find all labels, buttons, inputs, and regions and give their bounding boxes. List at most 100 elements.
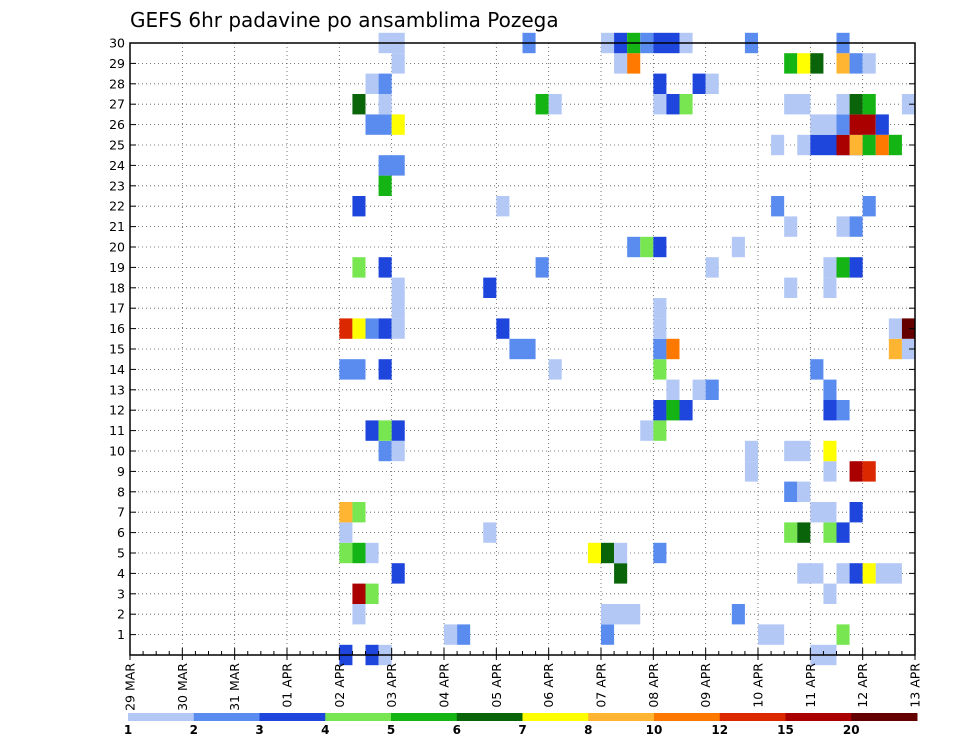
- legend-swatch: [325, 713, 392, 721]
- precip-cell: [797, 134, 811, 156]
- precip-cell: [784, 277, 798, 298]
- precip-cell: [771, 196, 785, 217]
- x-tick-label: 07 APR: [594, 663, 609, 708]
- precip-cell: [352, 583, 366, 604]
- y-tick-label: 14: [109, 362, 125, 377]
- precip-cell: [862, 461, 876, 482]
- precip-cell: [391, 277, 405, 298]
- x-axis: 29 MAR 30 MAR 31 MAR 01 APR 02 APR 03 APR 04 A…: [123, 648, 923, 711]
- precip-cell: [875, 563, 902, 584]
- color-legend: 1 2 3 4 5 6 7 8 10 12 15 20: [124, 713, 918, 737]
- precip-cell: [810, 359, 824, 380]
- precip-cell: [836, 216, 850, 237]
- y-tick-label: 28: [109, 76, 125, 91]
- x-tick-label: 03 APR: [384, 663, 399, 708]
- precip-cell: [614, 53, 628, 74]
- precip-cell: [352, 196, 366, 217]
- precip-cell: [692, 73, 706, 94]
- precip-cell: [731, 604, 745, 625]
- precip-cell: [653, 338, 667, 360]
- precip-cell: [797, 522, 811, 543]
- precip-cell: [653, 236, 667, 258]
- precip-cell: [862, 134, 876, 156]
- legend-label: 7: [518, 723, 526, 737]
- precip-cell: [352, 257, 366, 278]
- y-tick-label: 22: [109, 199, 125, 214]
- precip-cell: [365, 73, 379, 94]
- x-tick-label: 13 APR: [908, 663, 923, 708]
- precip-cell: [352, 604, 366, 625]
- legend-swatch: [851, 713, 918, 721]
- precip-cell: [836, 522, 850, 543]
- precip-cell: [339, 542, 353, 564]
- x-tick-label: 31 MAR: [227, 663, 242, 711]
- precip-cell: [849, 461, 863, 482]
- precip-cell: [391, 114, 405, 135]
- y-tick-label: 10: [109, 444, 125, 459]
- precip-cell: [653, 94, 667, 115]
- y-tick-label: 18: [109, 280, 125, 295]
- y-tick-label: 20: [109, 240, 125, 255]
- precip-cell: [627, 53, 641, 74]
- precip-cell: [378, 155, 405, 176]
- precip-cell: [901, 338, 915, 360]
- precip-cell: [365, 420, 379, 441]
- precip-cell: [771, 134, 785, 156]
- y-axis: 1234567891011121314151617181920212223242…: [109, 36, 915, 642]
- precip-cell: [535, 94, 549, 115]
- y-tick-label: 27: [109, 97, 125, 112]
- precip-cell: [666, 94, 680, 115]
- precip-cell: [862, 196, 876, 217]
- precip-cell: [587, 542, 601, 564]
- precip-cell: [862, 53, 876, 74]
- y-tick-label: 19: [109, 260, 125, 275]
- y-tick-label: 5: [117, 546, 125, 561]
- x-tick-label: 02 APR: [332, 663, 347, 708]
- precip-cell: [496, 318, 510, 339]
- y-tick-label: 21: [109, 219, 125, 234]
- precip-cell: [339, 522, 353, 543]
- y-tick-label: 2: [117, 607, 125, 622]
- x-tick-label: 06 APR: [541, 663, 556, 708]
- precip-cell: [823, 583, 837, 604]
- precip-cell: [352, 318, 366, 339]
- precip-cell: [601, 624, 615, 645]
- precip-cell: [836, 134, 850, 156]
- precip-cell: [797, 563, 824, 584]
- precip-cell: [391, 298, 405, 319]
- legend-label: 12: [711, 723, 728, 737]
- precip-cell: [744, 440, 758, 462]
- precip-cell: [705, 379, 719, 400]
- precip-cell: [653, 318, 667, 339]
- legend-label: 4: [321, 723, 329, 737]
- precip-cell: [849, 53, 863, 74]
- precip-cell: [640, 420, 654, 441]
- precip-cell: [666, 400, 680, 421]
- precip-cell: [391, 563, 405, 584]
- precip-cell: [836, 624, 850, 645]
- precip-cell: [548, 359, 562, 380]
- precip-cell: [705, 73, 719, 94]
- precip-cell: [823, 440, 837, 462]
- precip-cell: [810, 53, 824, 74]
- precip-cell: [823, 277, 837, 298]
- precip-cell: [849, 216, 863, 237]
- y-tick-label: 13: [109, 382, 125, 397]
- precip-cell: [758, 624, 785, 645]
- precip-cell: [548, 94, 562, 115]
- precip-cell: [378, 359, 392, 380]
- precip-cell: [391, 440, 405, 462]
- precip-cell: [640, 236, 654, 258]
- precip-cell: [784, 216, 798, 237]
- legend-swatch: [719, 713, 786, 721]
- precip-cell: [679, 400, 693, 421]
- legend-label: 10: [646, 723, 663, 737]
- y-tick-label: 12: [109, 403, 125, 418]
- precip-cell: [784, 481, 798, 502]
- precip-cell: [352, 502, 366, 523]
- precip-cell: [849, 94, 863, 115]
- legend-label: 15: [777, 723, 794, 737]
- y-tick-label: 7: [117, 505, 125, 520]
- precip-cell: [601, 542, 615, 564]
- precip-cell: [836, 400, 850, 421]
